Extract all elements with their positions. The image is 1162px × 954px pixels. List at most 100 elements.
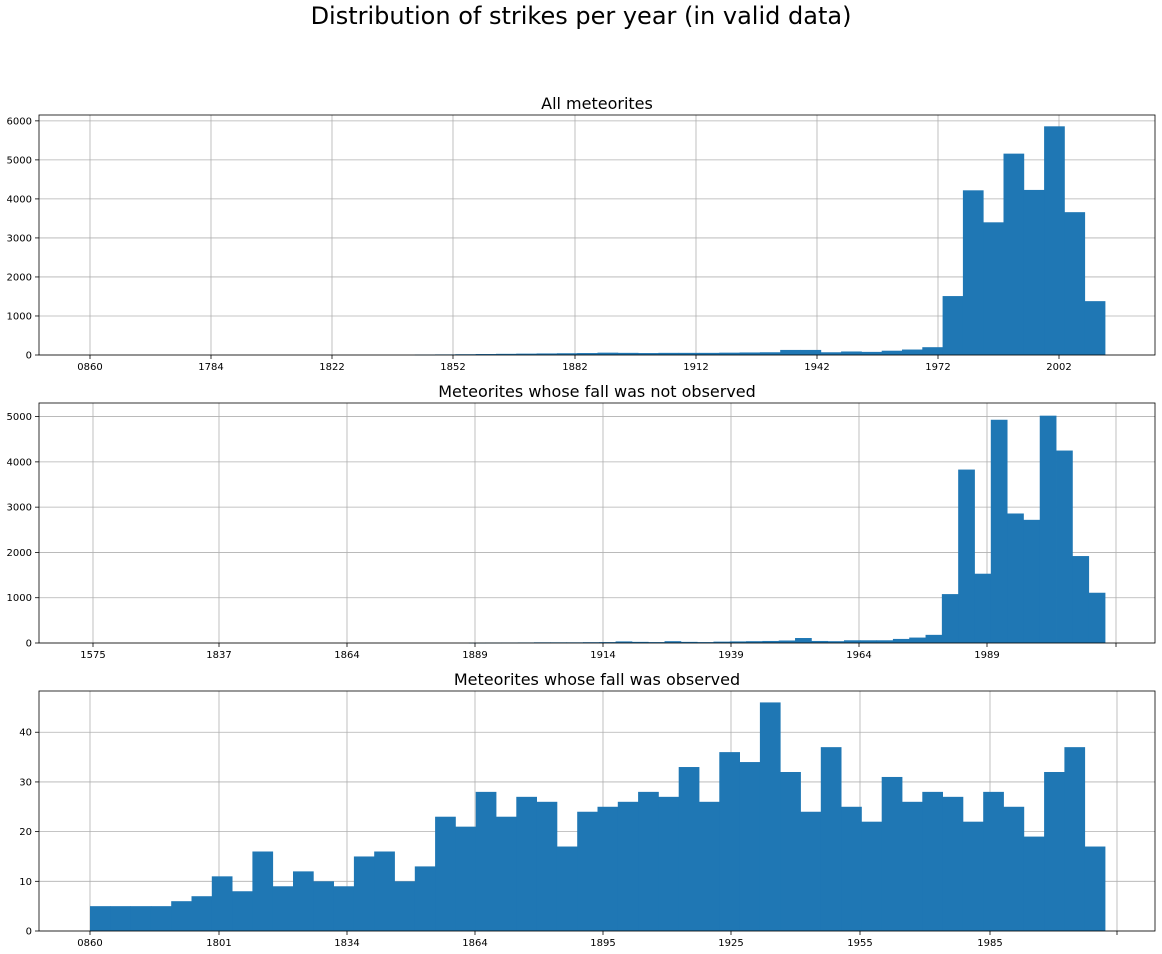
- histogram-bar: [843, 640, 861, 643]
- histogram-bar: [394, 881, 416, 931]
- histogram-bar: [697, 642, 714, 643]
- x-tick-label: 1914: [590, 650, 615, 661]
- x-tick-label: 1939: [718, 650, 743, 661]
- histogram-bar: [680, 641, 698, 643]
- histogram-bar: [648, 642, 665, 643]
- histogram-bar: [925, 634, 943, 643]
- y-tick-label: 4000: [7, 194, 32, 205]
- y-tick-label: 30: [19, 777, 32, 788]
- x-tick-label: 1955: [847, 938, 872, 949]
- histogram-bar: [1007, 513, 1024, 643]
- histogram-bar: [713, 641, 731, 643]
- x-tick-label: 0860: [77, 938, 102, 949]
- histogram-bar: [1003, 806, 1025, 931]
- x-tick-label: 1575: [80, 650, 105, 661]
- x-tick-label: 2002: [1046, 362, 1071, 373]
- x-tick-label: 1864: [462, 938, 487, 949]
- histogram-bar: [902, 801, 923, 931]
- x-tick-label: 1864: [334, 650, 359, 661]
- histogram-bar: [536, 801, 558, 931]
- y-tick-label: 0: [26, 639, 32, 650]
- histogram-bar: [516, 796, 537, 931]
- histogram-bar: [1056, 450, 1073, 643]
- histogram-bar: [983, 791, 1004, 931]
- x-tick-label: 1822: [319, 362, 344, 373]
- histogram-bar: [582, 642, 600, 643]
- y-tick-label: 0: [26, 927, 32, 938]
- histogram-bar: [496, 816, 517, 931]
- histogram-bar: [739, 762, 761, 931]
- histogram-bar: [746, 641, 763, 643]
- histogram-bar: [556, 353, 578, 355]
- histogram-bar: [778, 640, 796, 643]
- histogram-bar: [1088, 592, 1106, 643]
- histogram-bar: [414, 866, 436, 931]
- histogram-bar: [631, 641, 649, 643]
- histogram-bar: [353, 856, 375, 931]
- histogram-bar: [658, 352, 680, 355]
- histogram-bar: [892, 638, 910, 643]
- x-tick-label: 1882: [562, 362, 587, 373]
- axes-frame: [38, 690, 1156, 932]
- histogram-bar: [881, 776, 903, 931]
- histogram-bar: [902, 349, 923, 355]
- y-tick-label: 3000: [7, 233, 32, 244]
- histogram-bar: [496, 353, 517, 355]
- subplot-title: All meteorites: [541, 94, 653, 113]
- histogram-bar: [820, 352, 842, 355]
- x-tick-label: 1912: [683, 362, 708, 373]
- histogram-bar: [678, 767, 700, 931]
- histogram-bar: [922, 791, 943, 931]
- histogram-bar: [678, 352, 700, 355]
- histogram-bar: [130, 906, 152, 931]
- histogram-bar: [658, 796, 680, 931]
- histogram-bar: [272, 886, 294, 931]
- histogram-bar: [719, 752, 740, 931]
- histogram-bar: [942, 796, 964, 931]
- histogram-bar: [615, 641, 633, 643]
- histogram-bar: [516, 353, 537, 355]
- y-tick-label: 1000: [7, 593, 32, 604]
- histogram-bar: [638, 353, 659, 355]
- y-tick-label: 1000: [7, 311, 32, 322]
- histogram-bar: [759, 352, 781, 355]
- histogram-bar: [90, 906, 111, 931]
- x-tick-label: 1837: [206, 650, 231, 661]
- x-tick-label: 1801: [206, 938, 231, 949]
- x-tick-label: 1925: [718, 938, 743, 949]
- histogram-bar: [617, 352, 639, 355]
- histogram-bar: [1023, 519, 1041, 643]
- histogram-bar: [974, 573, 992, 643]
- y-tick-label: 5000: [7, 155, 32, 166]
- subplot-1: All meteorites 0 1000 2000 3000 4000 5000 6000 0…: [7, 94, 1156, 373]
- histogram-bar: [795, 638, 812, 643]
- histogram-bar: [1023, 189, 1045, 355]
- x-tick-label: 1985: [977, 938, 1002, 949]
- histogram-bar: [811, 640, 829, 643]
- histogram-bar: [739, 352, 761, 355]
- histogram-bar: [861, 351, 883, 355]
- x-tick-label: 1784: [198, 362, 223, 373]
- histogram-bar: [232, 891, 253, 931]
- histogram-bar: [617, 801, 639, 931]
- y-tick-label: 0: [26, 351, 32, 362]
- histogram-bar: [800, 349, 822, 355]
- histogram-bar: [729, 641, 747, 643]
- histogram-bar: [252, 851, 274, 931]
- histogram-bar: [577, 353, 598, 355]
- histogram-bar: [110, 906, 131, 931]
- y-tick-label: 40: [19, 728, 32, 739]
- histogram-bar: [599, 642, 616, 643]
- histogram-bar: [958, 469, 975, 643]
- histogram-bar: [762, 640, 780, 643]
- histogram-bar: [800, 811, 822, 931]
- y-tick-label: 3000: [7, 503, 32, 514]
- histogram-bar: [664, 641, 682, 643]
- subplot-title: Meteorites whose fall was not observed: [438, 382, 756, 401]
- subplot-title: Meteorites whose fall was observed: [454, 670, 740, 689]
- histogram-bar: [211, 876, 233, 931]
- y-tick-label: 2000: [7, 548, 32, 559]
- histogram-bar: [780, 349, 801, 355]
- x-tick-label: 1942: [804, 362, 829, 373]
- histogram-bar: [990, 419, 1008, 643]
